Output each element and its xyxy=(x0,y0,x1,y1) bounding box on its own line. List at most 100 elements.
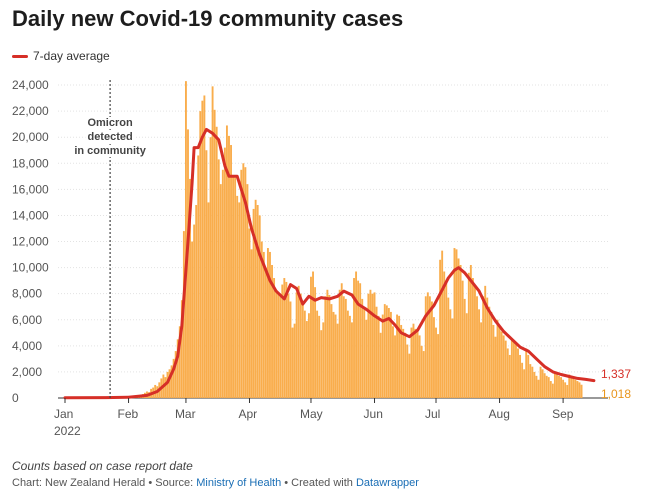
bar xyxy=(295,292,298,398)
bar xyxy=(406,344,409,398)
bar xyxy=(398,315,401,398)
bar xyxy=(508,354,511,398)
average-line-group xyxy=(63,127,596,400)
annotation-text: in community xyxy=(74,145,146,157)
end-label-daily: 1,018 xyxy=(601,387,631,401)
x-tick-label: May xyxy=(300,407,323,421)
y-tick-label: 10,000 xyxy=(12,261,49,275)
bar xyxy=(355,271,358,398)
bar xyxy=(223,147,226,398)
bar xyxy=(392,326,394,398)
bar xyxy=(330,304,333,398)
bar xyxy=(363,309,366,398)
bar xyxy=(205,150,208,398)
bar xyxy=(305,321,308,398)
bar xyxy=(543,373,546,398)
bar xyxy=(566,384,569,398)
bar xyxy=(437,334,440,398)
bar xyxy=(521,362,524,398)
bar xyxy=(348,315,351,398)
bar xyxy=(453,248,456,398)
legend-swatch-7-day-average xyxy=(12,54,28,58)
bar xyxy=(449,309,452,398)
bar xyxy=(197,155,200,398)
bar xyxy=(560,377,562,398)
bar xyxy=(359,283,362,398)
y-tick-label: 14,000 xyxy=(12,208,49,222)
bar xyxy=(533,371,536,398)
bar xyxy=(291,327,294,398)
datawrapper-link[interactable]: Datawrapper xyxy=(355,477,419,489)
bar xyxy=(176,339,179,398)
bar xyxy=(478,309,481,398)
bar xyxy=(537,379,540,398)
bar xyxy=(394,335,396,398)
bar xyxy=(279,296,282,398)
bar xyxy=(301,302,304,398)
bar xyxy=(184,81,187,399)
y-tick-label: 22,000 xyxy=(12,104,49,118)
y-tick-label: 20,000 xyxy=(12,130,49,144)
bar xyxy=(328,294,331,398)
bar xyxy=(445,281,448,398)
bar xyxy=(519,354,522,398)
y-tick-label: 8,000 xyxy=(12,287,42,301)
bar xyxy=(529,364,532,398)
source-link[interactable]: Ministry of Health xyxy=(196,477,282,489)
bar xyxy=(424,296,427,398)
bar xyxy=(314,287,317,398)
bar xyxy=(402,328,405,398)
bar xyxy=(383,304,386,398)
bar xyxy=(225,125,228,399)
bar xyxy=(418,335,421,398)
bar xyxy=(164,377,167,398)
bar xyxy=(576,381,579,398)
y-tick-label: 18,000 xyxy=(12,156,49,170)
bar xyxy=(396,314,399,398)
annotation-group: Omicron detected in community xyxy=(72,80,149,398)
y-tick-label: 2,000 xyxy=(12,365,42,379)
bar xyxy=(512,340,515,398)
bar xyxy=(230,145,232,398)
bar xyxy=(467,272,470,398)
bar xyxy=(492,324,495,398)
bar xyxy=(211,86,214,399)
bar xyxy=(236,195,239,398)
average-line xyxy=(63,127,596,400)
y-tick-label: 12,000 xyxy=(12,235,49,249)
bar xyxy=(385,305,388,398)
bar xyxy=(172,358,175,398)
legend: 7-day average xyxy=(12,49,110,63)
bar xyxy=(439,259,442,398)
bar xyxy=(474,285,476,398)
bar xyxy=(264,267,267,398)
bar xyxy=(410,327,413,398)
x-tick-label: Apr xyxy=(238,407,257,421)
x-tick-label: Feb xyxy=(118,407,139,421)
bar xyxy=(443,271,446,398)
bar xyxy=(500,331,503,398)
annotation-text: detected xyxy=(87,131,132,143)
bar xyxy=(564,382,567,398)
bar xyxy=(285,281,288,398)
bar xyxy=(320,330,323,398)
bar xyxy=(549,381,552,398)
annotation-bg xyxy=(72,145,149,157)
bar xyxy=(400,324,403,398)
bar xyxy=(303,310,306,398)
daily-bars xyxy=(64,81,583,399)
bar xyxy=(307,313,310,398)
bar xyxy=(494,336,497,398)
bar xyxy=(459,264,462,398)
bar xyxy=(572,378,575,398)
bar xyxy=(465,313,468,398)
bar xyxy=(556,374,558,398)
bar xyxy=(266,248,269,398)
bar xyxy=(486,297,489,398)
bar xyxy=(371,293,374,398)
axes: Jan 2022 Feb Mar Apr May Jun Jul Aug Sep xyxy=(54,398,574,438)
bar xyxy=(260,241,263,398)
bar xyxy=(562,379,565,398)
y-tick-label: 6,000 xyxy=(12,313,42,327)
y-tick-label: 24,000 xyxy=(12,78,49,92)
